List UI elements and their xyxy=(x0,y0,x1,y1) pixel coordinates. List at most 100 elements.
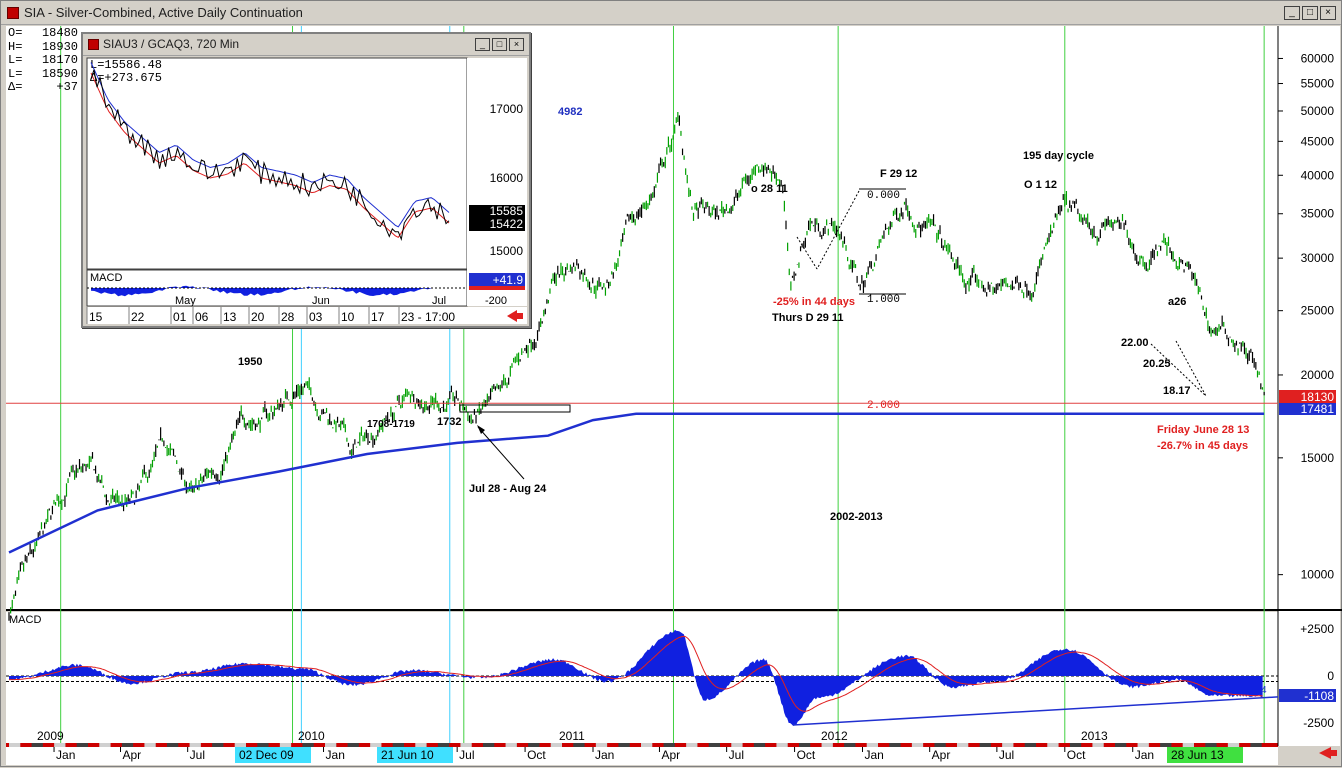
inset-maximize-button[interactable]: □ xyxy=(492,38,507,51)
year-2009: 2009 xyxy=(37,729,64,743)
label-range: 2002-2013 xyxy=(830,511,883,523)
inset-window[interactable]: SIAU3 / GCAQ3, 720 Min _ □ × L=15586.48 … xyxy=(81,32,531,328)
label-thurs: Thurs D 29 11 xyxy=(772,312,844,324)
minimize-button[interactable]: _ xyxy=(1284,6,1300,20)
inset-macd-label: MACD xyxy=(90,272,122,284)
inset-month-jun: Jun xyxy=(312,295,330,307)
month-label: Oct xyxy=(527,748,546,762)
y-tick-label: 55000 xyxy=(1301,77,1335,91)
macd-tick-top: +2500 xyxy=(1300,622,1334,636)
month-label: Oct xyxy=(1067,748,1086,762)
inset-month-may: May xyxy=(175,295,196,307)
inset-macd-tick: -200 xyxy=(485,295,507,307)
ohlc-readout: O= 18480 H= 18930 L= 18170 L= 18590 Δ= +37 xyxy=(8,26,78,94)
macd-tick-zero: 0 xyxy=(1327,669,1334,683)
inset-close-button[interactable]: × xyxy=(509,38,524,51)
inset-date-label: 23 - 17:00 xyxy=(401,310,455,324)
label-pct25: -25% in 44 days xyxy=(773,296,855,308)
price-axis: 60000 55000 50000 45000 40000 35000 30000 25000… xyxy=(1278,51,1335,582)
month-label: Jul xyxy=(729,748,744,762)
inset-tick-17000: 17000 xyxy=(490,102,524,116)
close-button[interactable]: × xyxy=(1320,6,1336,20)
label-2200: 22.00 xyxy=(1121,337,1149,349)
inset-price-box-1-text: 15585 xyxy=(490,204,524,218)
inset-chart[interactable]: L=15586.48 Δ=+273.675 17000 16000 15000 … xyxy=(83,56,529,326)
inset-titlebar[interactable]: SIAU3 / GCAQ3, 720 Min _ □ × xyxy=(83,34,529,56)
macd-value-box xyxy=(1279,689,1336,702)
label-1950: 1950 xyxy=(238,356,262,368)
inset-date-label: 13 xyxy=(223,310,237,324)
maximize-button[interactable]: □ xyxy=(1302,6,1318,20)
label-2025: 20.25 xyxy=(1143,358,1171,370)
y-tick-label: 50000 xyxy=(1301,104,1335,118)
inset-readout-delta: Δ=+273.675 xyxy=(90,71,162,85)
inset-price-box-1 xyxy=(469,205,525,218)
y-tick-label: 35000 xyxy=(1301,207,1335,221)
macd-chart xyxy=(6,629,1279,726)
month-label: Jul xyxy=(999,748,1014,762)
window-titlebar[interactable]: SIA - Silver-Combined, Active Daily Cont… xyxy=(1,1,1341,25)
macd-label: MACD xyxy=(9,614,41,626)
y-tick-label: 20000 xyxy=(1301,368,1335,382)
inset-app-icon xyxy=(88,39,99,50)
label-4982: 4982 xyxy=(558,106,582,118)
inset-price-box-2-text: 15422 xyxy=(490,217,524,231)
y-tick-label: 45000 xyxy=(1301,134,1335,148)
time-axis: JanAprJulOctJanAprJulOctJanAprJulOctJanA… xyxy=(9,743,1262,762)
inset-tick-16000: 16000 xyxy=(490,171,524,185)
ma-price-text: 17481 xyxy=(1301,402,1335,416)
inset-cloud-top xyxy=(90,62,450,228)
month-label: Jan xyxy=(326,748,345,762)
year-2013: 2013 xyxy=(1081,729,1108,743)
cursor-date-1 xyxy=(235,747,311,763)
label-cycle: 195 day cycle xyxy=(1023,150,1094,162)
y-tick-label: 25000 xyxy=(1301,304,1335,318)
inset-tick-15000: 15000 xyxy=(490,244,524,258)
label-o112: O 1 12 xyxy=(1024,179,1057,191)
month-label: Jan xyxy=(56,748,75,762)
cursor-date-2-text: 21 Jun 10 xyxy=(381,748,434,762)
cursor-date-3 xyxy=(1167,747,1243,763)
label-1732: 1732 xyxy=(437,416,461,428)
label-f2912: F 29 12 xyxy=(880,168,917,180)
inset-date-label: 10 xyxy=(341,310,355,324)
label-1708: 1708-1719 xyxy=(367,419,415,430)
cursor-date-3-text: 28 Jun 13 xyxy=(1171,748,1224,762)
inset-readout-l: L=15586.48 xyxy=(90,58,162,72)
scroll-arrow-icon[interactable] xyxy=(1319,747,1331,759)
inset-date-label: 28 xyxy=(281,310,295,324)
inset-date-axis: 15 22 01 06 13 20 28 03 10 17 23 - 17:00 xyxy=(86,307,455,324)
month-label: Jan xyxy=(1135,748,1154,762)
last-price-text: 18130 xyxy=(1301,390,1335,404)
ma-price-box xyxy=(1279,403,1336,415)
month-label: Apr xyxy=(661,748,680,762)
window-title: SIA - Silver-Combined, Active Daily Cont… xyxy=(24,5,303,20)
y-axis-area xyxy=(1278,26,1340,746)
fib-2: 2.000 xyxy=(867,400,900,412)
month-label: Jan xyxy=(864,748,883,762)
fib-0: 0.000 xyxy=(867,190,900,202)
cursor-date-2 xyxy=(377,747,453,763)
inset-date-label: 03 xyxy=(309,310,323,324)
inset-scroll-arrow-icon[interactable] xyxy=(507,310,517,322)
month-label: Jan xyxy=(595,748,614,762)
label-pct267: -26.7% in 45 days xyxy=(1157,440,1248,452)
y-tick-label: 15000 xyxy=(1301,451,1335,465)
inset-date-label: 06 xyxy=(195,310,209,324)
last-price-box xyxy=(1279,390,1336,403)
month-label: Jul xyxy=(190,748,205,762)
inset-cloud-bottom xyxy=(90,72,450,238)
macd-tick-bottom: -2500 xyxy=(1303,716,1334,730)
inset-title: SIAU3 / GCAQ3, 720 Min xyxy=(103,37,240,51)
macd-signal-line xyxy=(9,635,1263,712)
label-jul28: Jul 28 - Aug 24 xyxy=(469,483,547,495)
y-tick-label: 60000 xyxy=(1301,51,1335,65)
inset-series xyxy=(87,62,467,297)
macd-panel xyxy=(6,612,1278,743)
inset-macd-box xyxy=(469,273,525,286)
macd-trendline xyxy=(793,696,1279,726)
inset-minimize-button[interactable]: _ xyxy=(475,38,490,51)
month-label: Oct xyxy=(797,748,816,762)
label-1817: 18.17 xyxy=(1163,385,1191,397)
